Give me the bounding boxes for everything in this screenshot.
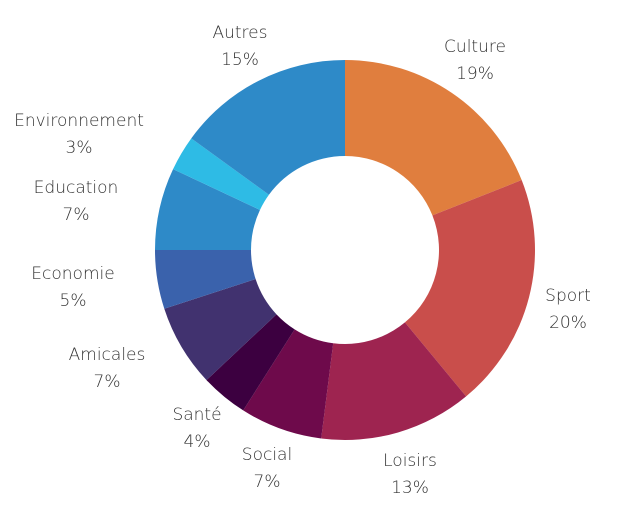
slice-social <box>243 329 334 439</box>
label-name: Culture <box>444 37 506 57</box>
label-percent: 3% <box>65 138 93 158</box>
label-percent: 13% <box>391 478 429 498</box>
slice-environnement <box>173 138 269 210</box>
label-name: Environnement <box>14 111 144 131</box>
slice-autres <box>191 60 345 195</box>
slice-sport <box>404 180 535 397</box>
label-autres: Autres 15% <box>212 20 267 74</box>
label-sante: Santé 4% <box>172 402 221 456</box>
label-percent: 4% <box>183 432 211 452</box>
label-amicales: Amicales 7% <box>69 342 146 396</box>
slice-culture <box>345 60 522 216</box>
label-economie: Economie 5% <box>31 261 114 315</box>
slice-economie <box>155 250 256 309</box>
label-name: Economie <box>31 264 115 284</box>
label-name: Loisirs <box>383 451 437 471</box>
label-name: Sport <box>545 286 591 306</box>
label-name: Amicales <box>68 345 146 365</box>
label-sport: Sport 20% <box>545 283 591 337</box>
slice-loisirs <box>321 322 467 440</box>
label-percent: 20% <box>549 313 587 333</box>
label-social: Social 7% <box>242 442 292 496</box>
label-name: Autres <box>212 23 268 43</box>
slice-amicales <box>164 279 277 381</box>
label-percent: 7% <box>253 472 281 492</box>
label-percent: 19% <box>456 64 494 84</box>
label-percent: 5% <box>59 291 87 311</box>
label-culture: Culture 19% <box>444 34 506 88</box>
label-percent: 15% <box>221 50 259 70</box>
slice-sante <box>206 314 295 411</box>
label-education: Education 7% <box>34 175 119 229</box>
label-environnement: Environnement 3% <box>14 108 144 162</box>
label-percent: 7% <box>62 205 90 225</box>
label-percent: 7% <box>93 372 121 392</box>
label-name: Education <box>33 178 119 198</box>
label-name: Social <box>241 445 293 465</box>
label-name: Santé <box>172 405 222 425</box>
label-loisirs: Loisirs 13% <box>383 448 437 502</box>
slice-education <box>155 169 260 250</box>
